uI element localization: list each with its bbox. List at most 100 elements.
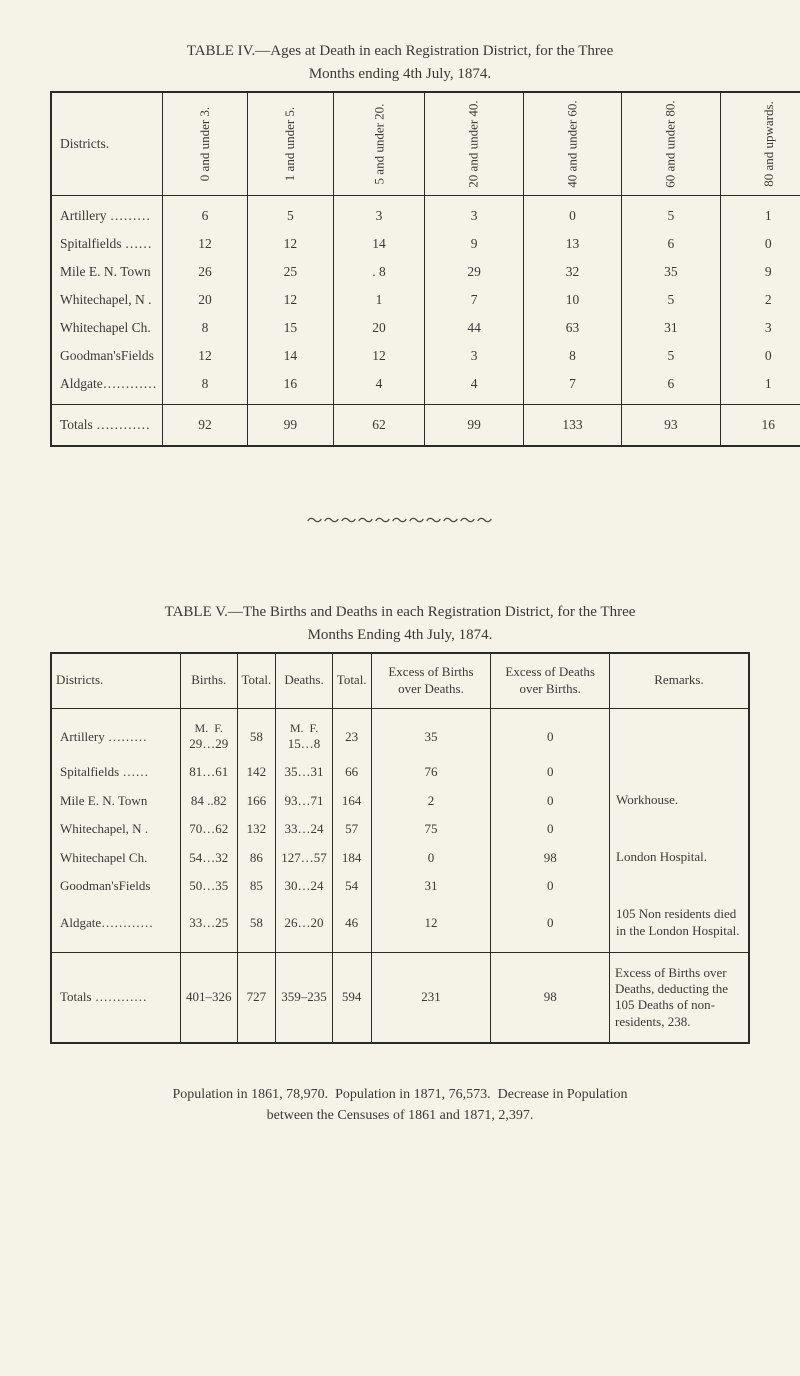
- th-age-60-80: 60 and under 80.: [622, 92, 720, 196]
- totals-v3: 99: [425, 405, 523, 447]
- district-cell: Artillery ………: [51, 708, 181, 758]
- table-row: Whitechapel, N .70…6213233…2457750: [51, 815, 749, 843]
- total1-cell: 166: [237, 786, 276, 815]
- table-row: Whitechapel Ch.54…3286127…57184098London…: [51, 843, 749, 872]
- value-cell: 15: [248, 314, 333, 342]
- table-row: Artillery ………M. F.29…2958M. F.15…823350: [51, 708, 749, 758]
- table5-title: TABLE V.—The Births and Deaths in each R…: [50, 601, 750, 646]
- district-cell: Whitechapel Ch.: [51, 314, 162, 342]
- th5-total1: Total.: [237, 653, 276, 708]
- value-cell: 1: [333, 286, 425, 314]
- totals5-remarks: Excess of Births over Deaths, deducting …: [610, 952, 750, 1043]
- table-row: Whitechapel Ch.815204463313184Hospital.: [51, 314, 800, 342]
- remarks-cell: [610, 708, 750, 758]
- births-cell: 50…35: [181, 872, 238, 900]
- totals5-t2: 594: [332, 952, 371, 1043]
- th5-excess-births: Excess of Births over Deaths.: [371, 653, 491, 708]
- excess-deaths-cell: 0: [491, 872, 610, 900]
- births-cell: 54…32: [181, 843, 238, 872]
- totals-v6: 16: [720, 405, 800, 447]
- table-row: Whitechapel, N .201217105257: [51, 286, 800, 314]
- value-cell: 5: [622, 342, 720, 370]
- table4: Districts. 0 and under 3. 1 and under 5.…: [50, 91, 800, 447]
- value-cell: 10: [523, 286, 621, 314]
- district-cell: Goodman'sFields: [51, 342, 162, 370]
- th5-deaths: Deaths.: [276, 653, 333, 708]
- th5-remarks: Remarks.: [610, 653, 750, 708]
- deaths-cell: 127…57: [276, 843, 333, 872]
- value-cell: 3: [333, 196, 425, 231]
- excess-births-cell: 0: [371, 843, 491, 872]
- value-cell: 1: [720, 370, 800, 405]
- table-row: Goodman'sFields121412385054: [51, 342, 800, 370]
- excess-births-cell: 2: [371, 786, 491, 815]
- value-cell: 13: [523, 230, 621, 258]
- total1-cell: 86: [237, 843, 276, 872]
- value-cell: 2: [720, 286, 800, 314]
- value-cell: 8: [162, 314, 247, 342]
- deaths-cell: M. F.15…8: [276, 708, 333, 758]
- value-cell: 0: [523, 196, 621, 231]
- value-cell: 25: [248, 258, 333, 286]
- district-cell: Aldgate…………: [51, 900, 181, 952]
- excess-deaths-cell: 98: [491, 843, 610, 872]
- totals-v2: 62: [333, 405, 425, 447]
- value-cell: 1: [720, 196, 800, 231]
- footer-line2: between the Censuses of 1861 and 1871, 2…: [267, 1108, 534, 1123]
- totals-v1: 99: [248, 405, 333, 447]
- value-cell: 44: [425, 314, 523, 342]
- th-age-20-40: 20 and under 40.: [425, 92, 523, 196]
- excess-deaths-cell: 0: [491, 708, 610, 758]
- value-cell: 14: [333, 230, 425, 258]
- district-cell: Aldgate…………: [51, 370, 162, 405]
- value-cell: 5: [622, 286, 720, 314]
- value-cell: 26: [162, 258, 247, 286]
- totals5-label: Totals …………: [51, 952, 181, 1043]
- value-cell: 29: [425, 258, 523, 286]
- value-cell: 3: [425, 196, 523, 231]
- table-row: Aldgate…………33…255826…2046120105 Non resi…: [51, 900, 749, 952]
- th-age-1-5: 1 and under 5.: [248, 92, 333, 196]
- value-cell: 12: [162, 230, 247, 258]
- excess-deaths-cell: 0: [491, 815, 610, 843]
- totals5-eb: 231: [371, 952, 491, 1043]
- value-cell: 12: [248, 286, 333, 314]
- value-cell: 16: [248, 370, 333, 405]
- deaths-cell: 35…31: [276, 758, 333, 786]
- value-cell: 3: [425, 342, 523, 370]
- table4-title: TABLE IV.—Ages at Death in each Registra…: [50, 40, 750, 85]
- th-age-40-60: 40 and under 60.: [523, 92, 621, 196]
- totals5-deaths: 359–235: [276, 952, 333, 1043]
- th-districts: Districts.: [51, 92, 162, 196]
- totals5-births: 401–326: [181, 952, 238, 1043]
- table4-totals-row: Totals ………… 92 99 62 99 133 93 16 594: [51, 405, 800, 447]
- table5-totals-row: Totals ………… 401–326 727 359–235 594 231 …: [51, 952, 749, 1043]
- remarks-cell: [610, 815, 750, 843]
- table5: Districts. Births. Total. Deaths. Total.…: [50, 652, 750, 1044]
- value-cell: 8: [162, 370, 247, 405]
- value-cell: 20: [333, 314, 425, 342]
- value-cell: 31: [622, 314, 720, 342]
- total2-cell: 23: [332, 708, 371, 758]
- value-cell: 0: [720, 342, 800, 370]
- total1-cell: 132: [237, 815, 276, 843]
- value-cell: 7: [523, 370, 621, 405]
- district-cell: Mile E. N. Town: [51, 786, 181, 815]
- value-cell: 3: [720, 314, 800, 342]
- district-cell: Goodman'sFields: [51, 872, 181, 900]
- excess-births-cell: 75: [371, 815, 491, 843]
- value-cell: 6: [162, 196, 247, 231]
- table5-title-line2: Months Ending 4th July, 1874.: [308, 627, 493, 643]
- district-cell: Whitechapel, N .: [51, 815, 181, 843]
- district-cell: Whitechapel, N .: [51, 286, 162, 314]
- value-cell: 5: [248, 196, 333, 231]
- value-cell: 20: [162, 286, 247, 314]
- totals5-ed: 98: [491, 952, 610, 1043]
- district-cell: Mile E. N. Town: [51, 258, 162, 286]
- value-cell: 7: [425, 286, 523, 314]
- remarks-cell: [610, 758, 750, 786]
- th-age-5-20: 5 and under 20.: [333, 92, 425, 196]
- total2-cell: 46: [332, 900, 371, 952]
- excess-births-cell: 12: [371, 900, 491, 952]
- th5-districts: Districts.: [51, 653, 181, 708]
